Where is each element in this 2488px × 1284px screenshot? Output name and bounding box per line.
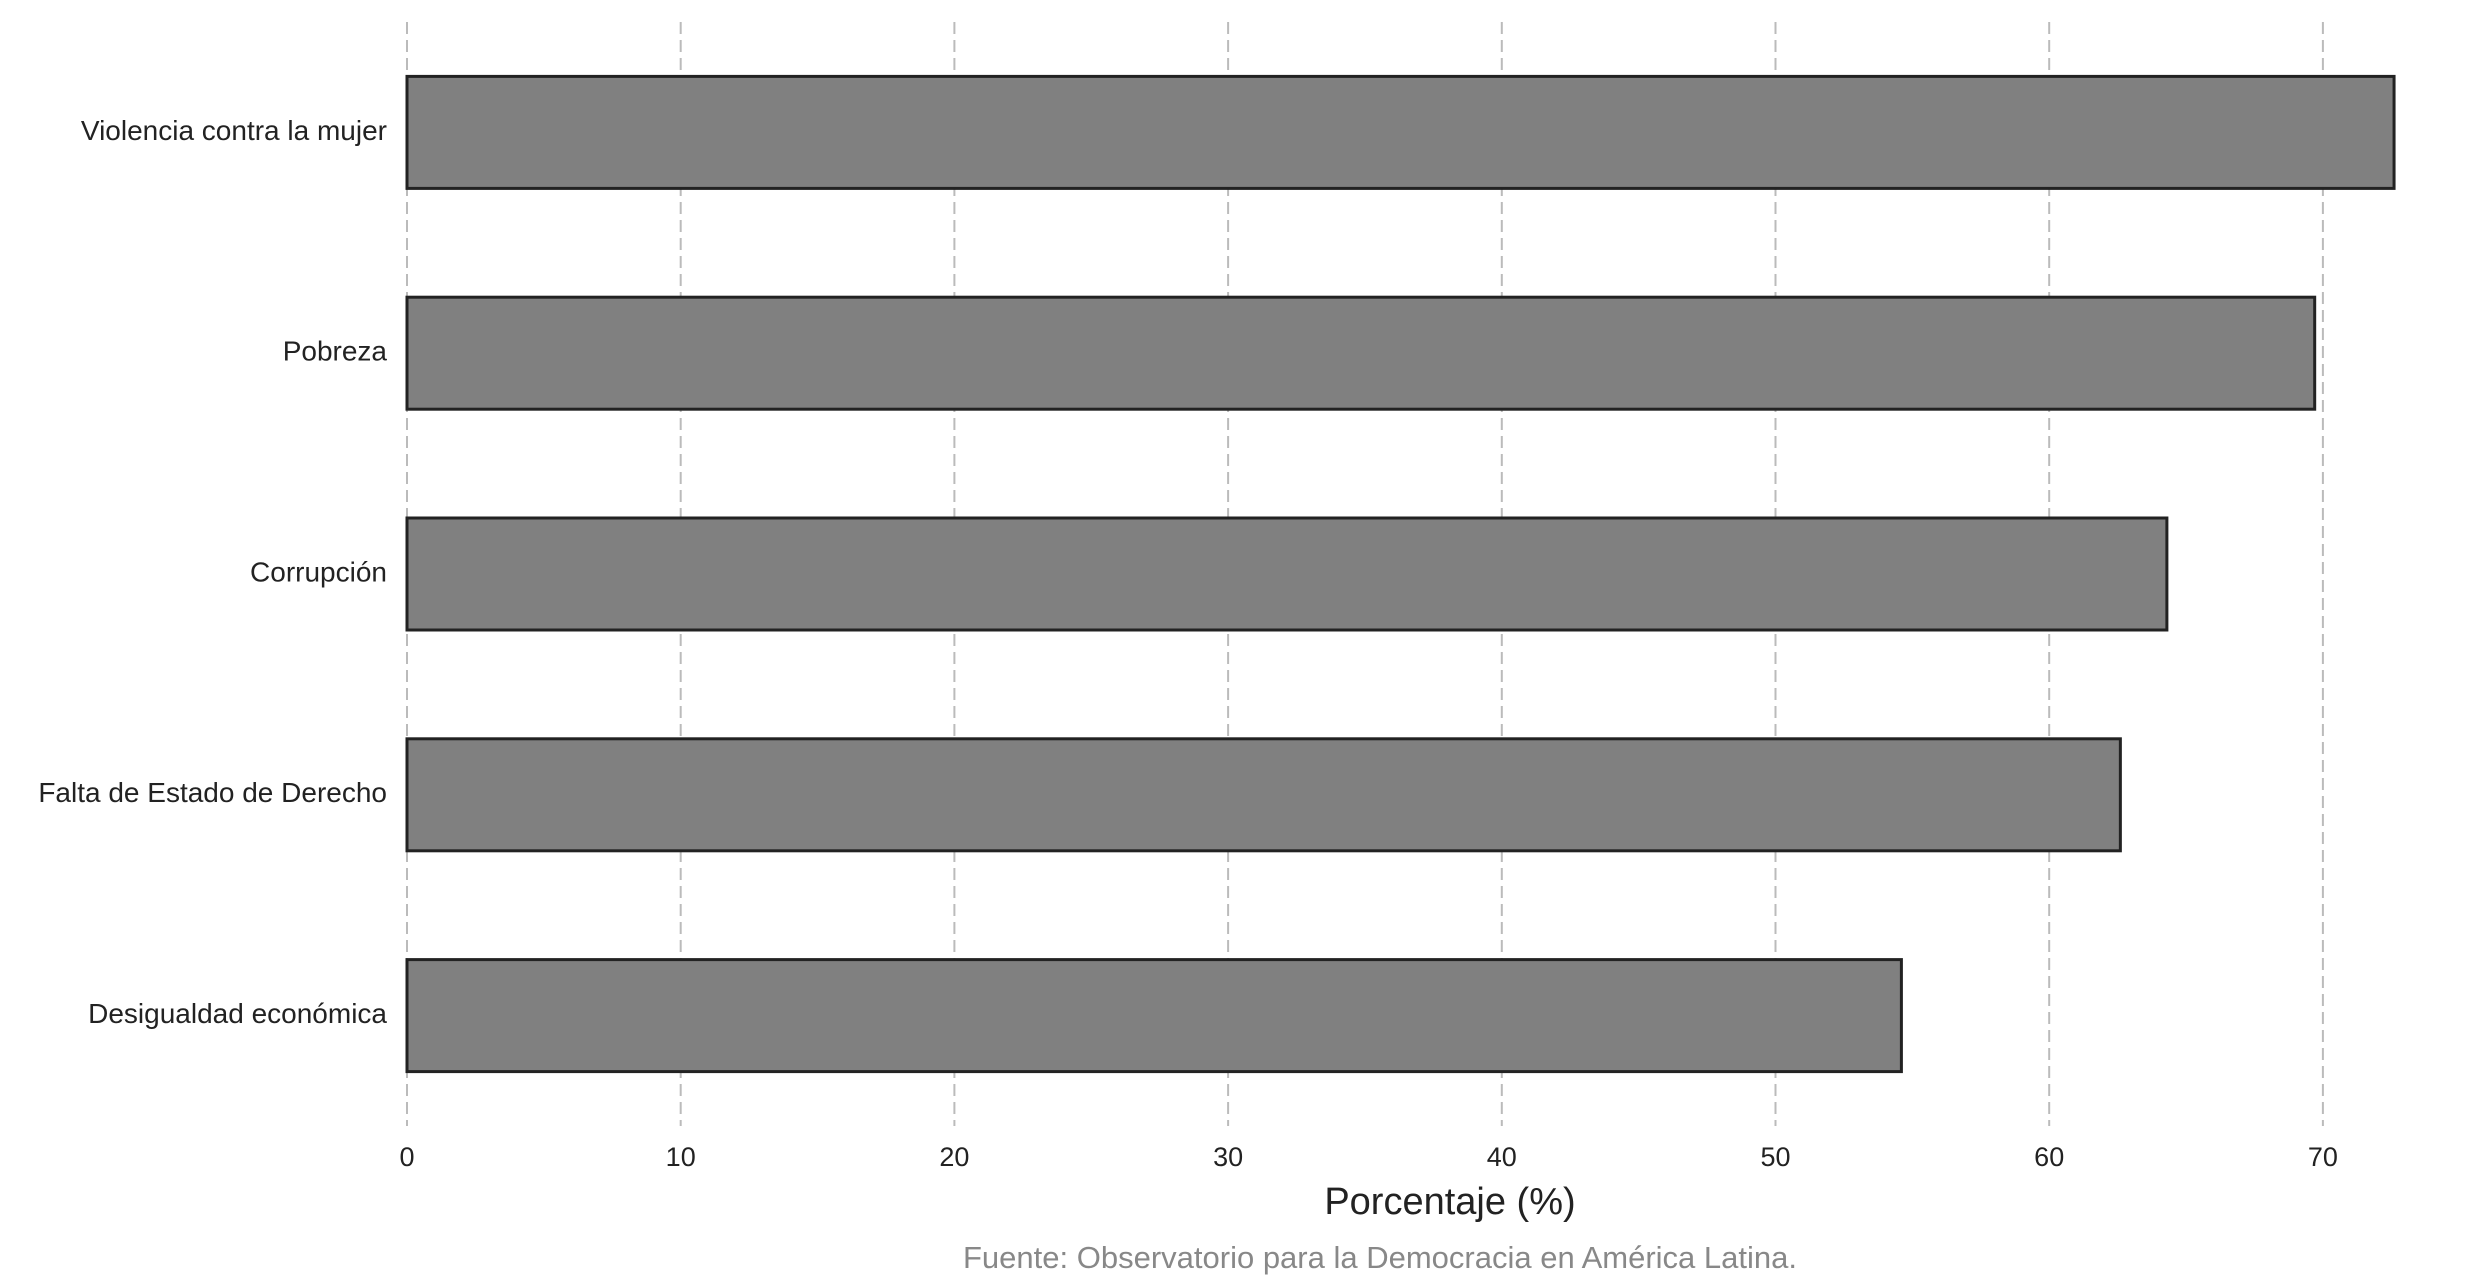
x-tick-label: 30 (1213, 1142, 1243, 1172)
x-tick-label: 60 (2034, 1142, 2064, 1172)
x-tick-label: 0 (399, 1142, 414, 1172)
bar (405, 74, 2396, 190)
x-axis-label: Porcentaje (%) (1324, 1181, 1575, 1223)
x-tick-label: 70 (2308, 1142, 2338, 1172)
bar (405, 516, 2169, 632)
y-tick-label: Violencia contra la mujer (81, 115, 387, 146)
y-tick-label: Falta de Estado de Derecho (38, 777, 387, 808)
x-tick-label: 20 (939, 1142, 969, 1172)
y-tick-label: Pobreza (283, 336, 388, 367)
x-tick-label: 40 (1487, 1142, 1517, 1172)
x-tick-label: 10 (666, 1142, 696, 1172)
bar (405, 958, 1903, 1074)
x-tick-label: 50 (1760, 1142, 1790, 1172)
bar (405, 295, 2317, 411)
bar (405, 737, 2122, 853)
source-note: Fuente: Observatorio para la Democracia … (963, 1240, 1797, 1275)
y-tick-label: Desigualdad económica (88, 998, 387, 1029)
y-tick-label: Corrupción (250, 556, 387, 587)
